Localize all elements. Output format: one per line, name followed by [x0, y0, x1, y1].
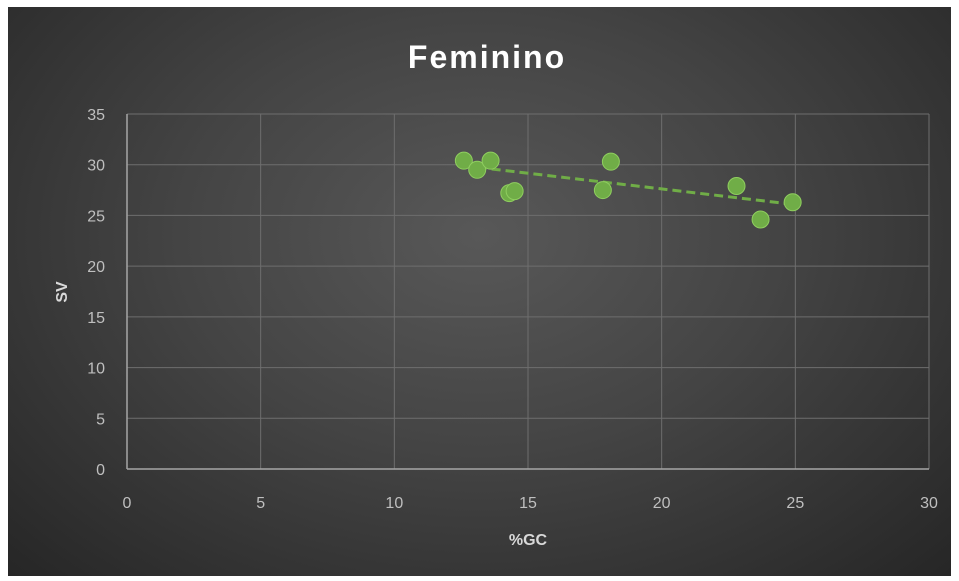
data-point [751, 210, 770, 229]
x-tick-label: 20 [653, 495, 671, 512]
y-tick-label: 25 [87, 208, 105, 225]
chart-title: Feminino [408, 39, 566, 75]
x-tick-label: 25 [786, 495, 804, 512]
data-point [593, 181, 612, 200]
gridlines [127, 113, 930, 469]
data-point [454, 151, 473, 170]
data-point [468, 160, 487, 179]
chart-area [8, 7, 951, 576]
x-axis-title: %GC [509, 532, 548, 549]
data-point [783, 193, 802, 212]
y-tick-label: 0 [96, 462, 105, 479]
y-axis-title: SV [54, 281, 71, 303]
data-point [481, 151, 500, 170]
x-tick-label: 10 [385, 495, 403, 512]
data-point [727, 177, 746, 196]
x-tick-label: 15 [519, 495, 537, 512]
data-points [454, 151, 802, 229]
axes: 0 5 10 15 20 25 30 35 0 5 10 15 20 25 30 [87, 107, 938, 512]
data-point [505, 182, 524, 201]
x-tick-label: 5 [256, 495, 265, 512]
y-tick-label: 20 [87, 259, 105, 276]
y-tick-label: 30 [87, 158, 105, 175]
y-tick-label: 10 [87, 361, 105, 378]
y-tick-label: 15 [87, 310, 105, 327]
data-point [601, 152, 620, 171]
y-tick-label: 35 [87, 107, 105, 124]
x-tick-label: 30 [920, 495, 938, 512]
y-tick-label: 5 [96, 411, 105, 428]
x-tick-label: 0 [123, 495, 132, 512]
